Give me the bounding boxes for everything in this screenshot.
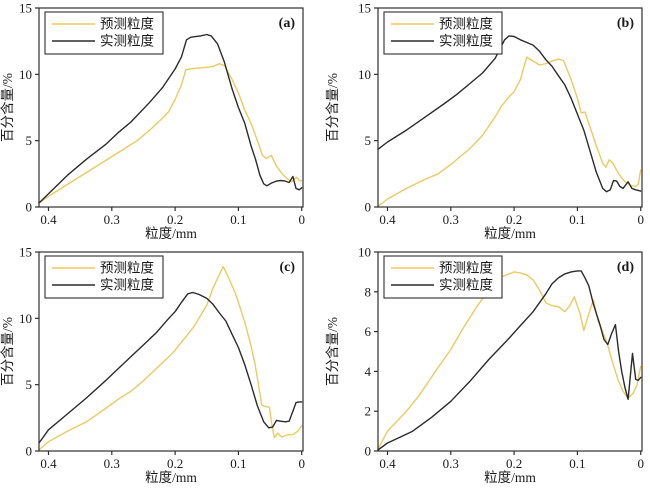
y-tick-label: 8 xyxy=(365,284,372,299)
plot-border xyxy=(377,251,643,452)
y-tick-label: 0 xyxy=(365,200,372,215)
y-tick-label: 15 xyxy=(19,1,32,16)
y-tick-label: 5 xyxy=(26,377,33,392)
legend-label: 预测粒度 xyxy=(439,17,493,32)
plot-border xyxy=(377,7,643,208)
legend-box xyxy=(44,255,164,299)
x-tick-label: 0 xyxy=(637,212,644,227)
y-tick-label: 2 xyxy=(365,404,372,419)
legend-box xyxy=(44,11,164,55)
x-tick-label: 0.4 xyxy=(379,212,396,227)
x-axis-label: 粒度/mm xyxy=(145,470,197,485)
x-axis-label: 粒度/mm xyxy=(484,470,536,485)
series-line-measured xyxy=(38,33,303,204)
legend-label: 预测粒度 xyxy=(100,261,154,276)
y-tick-label: 10 xyxy=(358,67,371,82)
legend-label: 实测粒度 xyxy=(439,34,493,49)
y-tick-label: 4 xyxy=(365,364,372,379)
panel-label: (a) xyxy=(279,16,296,31)
x-tick-label: 0.4 xyxy=(40,212,57,227)
y-tick-label: 10 xyxy=(19,67,32,82)
x-tick-label: 0 xyxy=(298,212,305,227)
series-line-predicted xyxy=(38,63,303,204)
y-axis-label: 百分含量/% xyxy=(0,317,15,386)
y-axis-label: 百分含量/% xyxy=(325,73,340,142)
series-line-measured xyxy=(377,35,642,193)
panel-c: 0.4 0.3 0.2 0.1 0 0 5 10 15 粒度/mm 百分含量/% 预测粒度实测粒度 (c… xyxy=(0,244,325,488)
series-line-measured xyxy=(377,270,642,451)
x-tick-label: 0.4 xyxy=(40,456,57,471)
y-tick-label: 0 xyxy=(365,444,372,459)
x-tick-label: 0.3 xyxy=(104,456,120,471)
x-tick-label: 0.1 xyxy=(230,456,246,471)
x-tick-label: 0.2 xyxy=(506,456,522,471)
series-line-predicted xyxy=(377,56,642,208)
plot-border xyxy=(38,7,304,208)
y-tick-label: 10 xyxy=(19,311,32,326)
legend-label: 实测粒度 xyxy=(439,278,493,293)
y-axis-label: 百分含量/% xyxy=(325,317,340,386)
x-tick-label: 0.1 xyxy=(569,456,585,471)
panel-label: (c) xyxy=(279,260,295,275)
y-tick-label: 15 xyxy=(19,245,32,260)
panel-a: 0.4 0.3 0.2 0.1 0 0 5 10 15 粒度/mm 百分含量/% 预测粒度实测粒度 (a… xyxy=(0,0,325,244)
panel-b: 0.4 0.3 0.2 0.1 0 0 5 10 15 粒度/mm 百分含量/% 预测粒度实测粒度 (b… xyxy=(325,0,650,244)
legend-label: 预测粒度 xyxy=(100,17,154,32)
legend-box xyxy=(383,255,503,299)
x-tick-label: 0.1 xyxy=(230,212,246,227)
x-tick-label: 0.3 xyxy=(443,212,459,227)
y-tick-label: 5 xyxy=(365,133,372,148)
y-tick-label: 0 xyxy=(26,444,33,459)
plot-border xyxy=(38,251,304,452)
x-tick-label: 0.2 xyxy=(167,456,183,471)
y-tick-label: 6 xyxy=(365,324,372,339)
x-tick-label: 0.1 xyxy=(569,212,585,227)
y-tick-label: 5 xyxy=(26,133,33,148)
y-axis-label: 百分含量/% xyxy=(0,73,15,142)
x-tick-label: 0 xyxy=(298,456,305,471)
y-tick-label: 10 xyxy=(358,245,371,260)
x-tick-label: 0.2 xyxy=(167,212,183,227)
x-tick-label: 0.4 xyxy=(379,456,396,471)
x-tick-label: 0.3 xyxy=(443,456,459,471)
series-line-measured xyxy=(38,291,303,444)
panel-label: (d) xyxy=(617,260,634,275)
legend-label: 实测粒度 xyxy=(100,278,154,293)
y-tick-label: 15 xyxy=(358,1,371,16)
panel-d: 0.4 0.3 0.2 0.1 0 0 2 4 6 8 10 粒度/mm 百分含量/% 预测粒度实测粒度 (… xyxy=(325,244,650,488)
legend-label: 实测粒度 xyxy=(100,34,154,49)
y-tick-label: 0 xyxy=(26,200,33,215)
panel-label: (b) xyxy=(617,16,634,31)
x-tick-label: 0 xyxy=(637,456,644,471)
legend-label: 预测粒度 xyxy=(439,261,493,276)
x-tick-label: 0.2 xyxy=(506,212,522,227)
x-axis-label: 粒度/mm xyxy=(145,226,197,241)
series-line-predicted xyxy=(38,265,303,451)
x-axis-label: 粒度/mm xyxy=(484,226,536,241)
x-tick-label: 0.3 xyxy=(104,212,120,227)
legend-box xyxy=(383,11,503,55)
series-line-predicted xyxy=(377,271,642,450)
